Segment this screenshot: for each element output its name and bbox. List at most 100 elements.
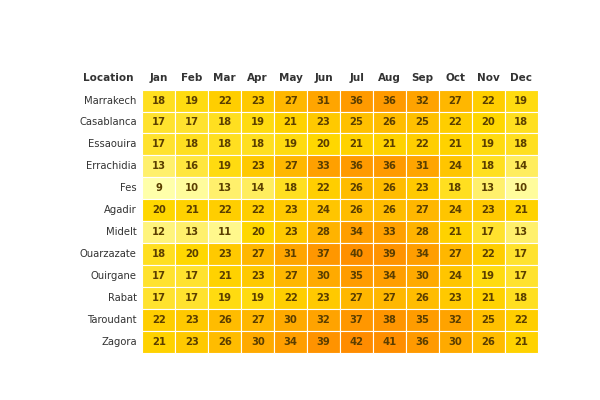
Text: 36: 36 xyxy=(350,96,364,106)
Text: 18: 18 xyxy=(284,183,298,193)
Text: 24: 24 xyxy=(448,161,463,171)
Bar xyxy=(241,177,274,199)
Text: 19: 19 xyxy=(218,293,232,303)
Text: 18: 18 xyxy=(251,140,265,150)
Bar xyxy=(439,309,472,331)
Text: 30: 30 xyxy=(251,337,265,347)
Bar xyxy=(142,199,175,221)
Text: 19: 19 xyxy=(185,96,199,106)
Text: 27: 27 xyxy=(350,293,364,303)
Text: 26: 26 xyxy=(218,315,232,325)
Text: Midelt: Midelt xyxy=(106,227,137,237)
Text: 19: 19 xyxy=(284,140,298,150)
Bar xyxy=(274,90,307,112)
Text: 40: 40 xyxy=(350,249,364,259)
Text: 38: 38 xyxy=(383,315,397,325)
Text: 31: 31 xyxy=(415,161,430,171)
Bar xyxy=(406,112,439,134)
Text: 20: 20 xyxy=(481,118,495,128)
Text: 14: 14 xyxy=(251,183,265,193)
Text: 26: 26 xyxy=(481,337,495,347)
Text: 32: 32 xyxy=(448,315,462,325)
Text: 28: 28 xyxy=(317,227,331,237)
Text: 23: 23 xyxy=(284,227,298,237)
Bar xyxy=(274,156,307,177)
Text: 17: 17 xyxy=(185,271,199,281)
Text: 18: 18 xyxy=(448,183,463,193)
Bar xyxy=(142,156,175,177)
Text: 19: 19 xyxy=(514,96,528,106)
Bar xyxy=(241,265,274,287)
Text: Ouirgane: Ouirgane xyxy=(91,271,137,281)
Text: Jul: Jul xyxy=(349,73,364,83)
Text: Essaouira: Essaouira xyxy=(88,140,137,150)
Bar xyxy=(472,199,505,221)
Text: Fes: Fes xyxy=(120,183,137,193)
Bar xyxy=(340,199,373,221)
Bar xyxy=(307,309,340,331)
Text: 17: 17 xyxy=(152,293,166,303)
Bar xyxy=(307,156,340,177)
Text: 23: 23 xyxy=(251,271,265,281)
Bar xyxy=(175,90,208,112)
Bar xyxy=(241,90,274,112)
Bar xyxy=(274,265,307,287)
Bar xyxy=(472,309,505,331)
Text: 28: 28 xyxy=(415,227,430,237)
Bar xyxy=(307,112,340,134)
Text: 10: 10 xyxy=(185,183,199,193)
Text: 26: 26 xyxy=(350,205,364,215)
Text: 22: 22 xyxy=(481,249,495,259)
Bar xyxy=(208,309,241,331)
Bar xyxy=(274,112,307,134)
Bar xyxy=(340,90,373,112)
Text: 26: 26 xyxy=(350,183,364,193)
Bar xyxy=(208,112,241,134)
Bar xyxy=(439,221,472,243)
Text: 27: 27 xyxy=(251,315,265,325)
Text: 27: 27 xyxy=(284,96,298,106)
Text: 18: 18 xyxy=(514,140,528,150)
Bar xyxy=(274,331,307,353)
Bar xyxy=(307,265,340,287)
Bar xyxy=(175,156,208,177)
Bar xyxy=(241,156,274,177)
Bar xyxy=(406,156,439,177)
Text: 18: 18 xyxy=(218,140,232,150)
Bar xyxy=(406,243,439,265)
Text: 36: 36 xyxy=(383,96,397,106)
Text: 22: 22 xyxy=(218,205,232,215)
Text: 23: 23 xyxy=(218,249,232,259)
Text: 22: 22 xyxy=(152,315,166,325)
Bar xyxy=(472,287,505,309)
Bar xyxy=(241,331,274,353)
Bar xyxy=(505,287,538,309)
Bar xyxy=(274,287,307,309)
Bar xyxy=(373,134,406,156)
Bar xyxy=(373,265,406,287)
Text: 21: 21 xyxy=(350,140,364,150)
Bar xyxy=(340,309,373,331)
Text: 20: 20 xyxy=(317,140,331,150)
Text: 25: 25 xyxy=(350,118,364,128)
Bar xyxy=(241,287,274,309)
Bar xyxy=(307,134,340,156)
Text: 27: 27 xyxy=(448,96,462,106)
Bar xyxy=(373,90,406,112)
Bar xyxy=(406,199,439,221)
Text: 31: 31 xyxy=(284,249,298,259)
Text: 19: 19 xyxy=(481,271,495,281)
Text: 22: 22 xyxy=(284,293,298,303)
Text: 27: 27 xyxy=(284,271,298,281)
Text: 36: 36 xyxy=(383,161,397,171)
Bar xyxy=(406,134,439,156)
Text: 17: 17 xyxy=(152,271,166,281)
Text: 27: 27 xyxy=(448,249,462,259)
Bar xyxy=(175,265,208,287)
Bar xyxy=(241,199,274,221)
Bar xyxy=(406,331,439,353)
Text: 13: 13 xyxy=(152,161,166,171)
Text: 13: 13 xyxy=(481,183,495,193)
Text: 24: 24 xyxy=(317,205,331,215)
Text: 21: 21 xyxy=(152,337,166,347)
